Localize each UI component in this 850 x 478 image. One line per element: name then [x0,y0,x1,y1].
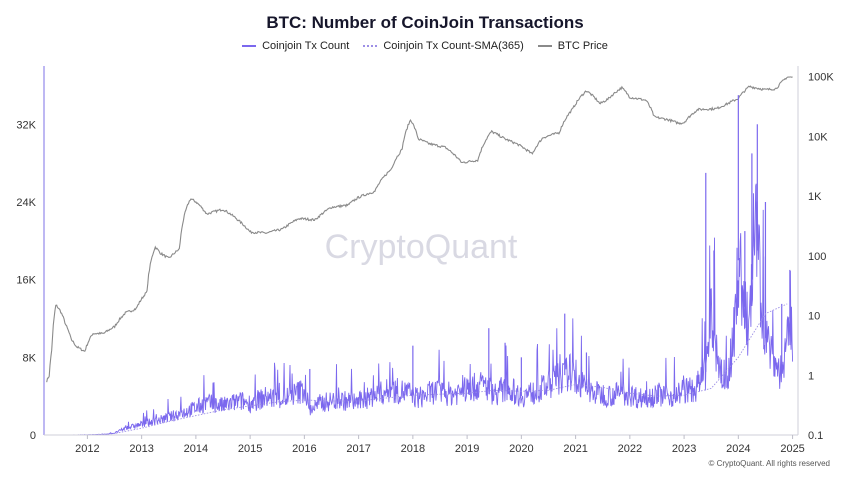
x-tick-label: 2017 [346,443,370,455]
sma-line [43,303,788,436]
legend-swatch-sma [363,45,378,47]
tx-count-line [44,183,794,436]
x-tick-label: 2021 [563,443,587,455]
x-tick-label: 2012 [75,443,99,455]
left-tick-label: 0 [30,430,36,442]
plot-layer [43,76,794,436]
right-tick-label: 10K [808,131,828,143]
legend-label-sma: Coinjoin Tx Count-SMA(365) [383,40,524,52]
right-tick-label: 1K [808,191,822,203]
chart-legend: Coinjoin Tx Count Coinjoin Tx Count-SMA(… [0,40,850,52]
x-tick-label: 2024 [726,443,750,455]
btc-price-line [46,76,793,383]
left-tick-label: 16K [16,275,36,287]
x-tick-label: 2013 [129,443,153,455]
right-tick-label: 100K [808,72,834,84]
legend-swatch-tx-count [242,45,257,47]
left-tick-label: 24K [16,197,36,209]
legend-swatch-btc-price [537,45,552,47]
chart-title: BTC: Number of CoinJoin Transactions [266,13,584,32]
x-tick-label: 2016 [292,443,316,455]
x-tick-label: 2018 [401,443,425,455]
left-tick-label: 8K [23,352,37,364]
legend-item-sma[interactable]: Coinjoin Tx Count-SMA(365) [363,40,524,52]
x-tick-label: 2023 [672,443,696,455]
x-tick-label: 2015 [238,443,262,455]
right-tick-label: 100 [808,251,826,263]
legend-item-tx-count[interactable]: Coinjoin Tx Count [242,40,349,52]
legend-label-tx-count: Coinjoin Tx Count [262,40,350,52]
copyright-text: © CryptoQuant. All rights reserved [708,459,831,468]
right-tick-label: 1 [808,370,814,382]
x-tick-label: 2025 [780,443,804,455]
right-tick-label: 10 [808,311,820,323]
legend-item-btc-price[interactable]: BTC Price [537,40,608,52]
watermark: CryptoQuant [325,228,518,266]
x-tick-label: 2019 [455,443,479,455]
x-tick-label: 2022 [618,443,642,455]
x-tick-label: 2020 [509,443,533,455]
x-tick-label: 2014 [184,443,208,455]
left-tick-label: 32K [16,119,36,131]
axis-layer: 0 8K 16K 24K 32K 0.1 1 10 100 1K 10K 100K 2012 2013 20… [16,66,834,455]
legend-label-btc-price: BTC Price [557,40,608,52]
right-tick-label: 0.1 [808,430,823,442]
